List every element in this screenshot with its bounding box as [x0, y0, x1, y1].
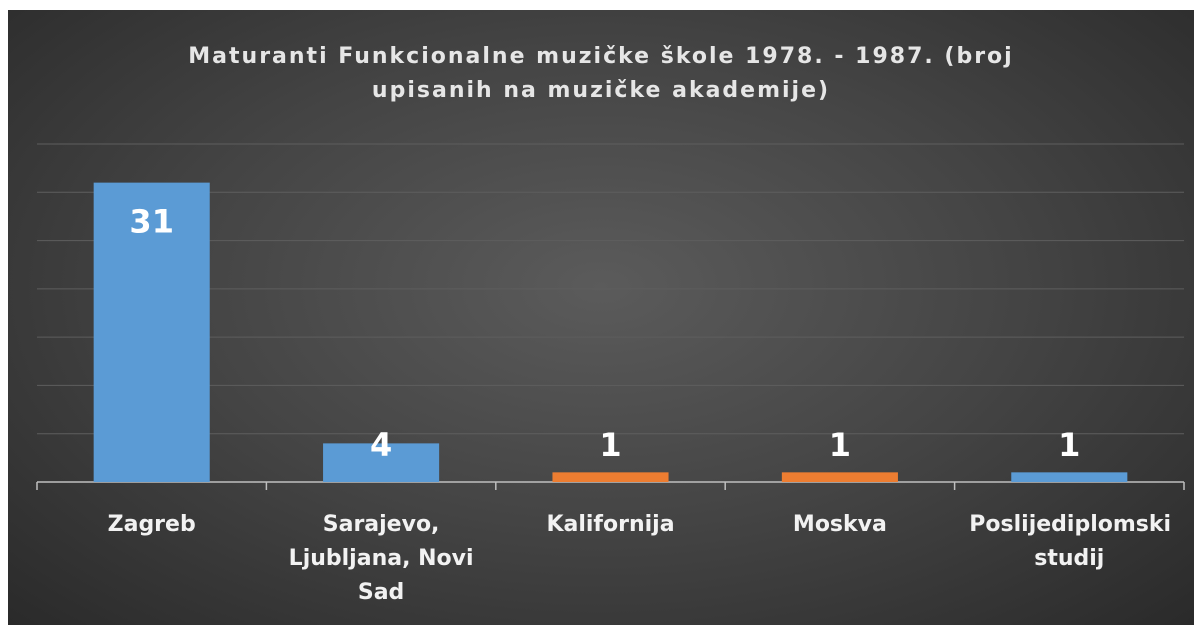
bar [1011, 472, 1128, 482]
x-tick-label: Sarajevo, Ljubljana, Novi Sad [288, 512, 474, 605]
bar [93, 182, 210, 482]
bar [323, 443, 440, 482]
chart-title: Maturanti Funkcionalne muzičke škole 197… [188, 44, 1014, 103]
chart: 31 4 1 1 1 [36, 143, 1185, 490]
bar [552, 472, 669, 482]
value-label: 1 [599, 426, 621, 464]
x-tick-label: Poslijediplomski studij [969, 512, 1172, 571]
value-label: 1 [1058, 426, 1080, 464]
value-label: 1 [829, 426, 851, 464]
x-tick-label: Kalifornija [546, 512, 675, 537]
value-label: 4 [370, 426, 392, 464]
x-tick-label: Zagreb [107, 512, 196, 537]
value-label: 31 [129, 203, 174, 241]
bar [781, 472, 898, 482]
chart-frame: 31 4 1 1 1 Maturanti Funkcionalne muzičke šk… [8, 10, 1194, 625]
x-tick-label: Moskva [792, 512, 887, 537]
